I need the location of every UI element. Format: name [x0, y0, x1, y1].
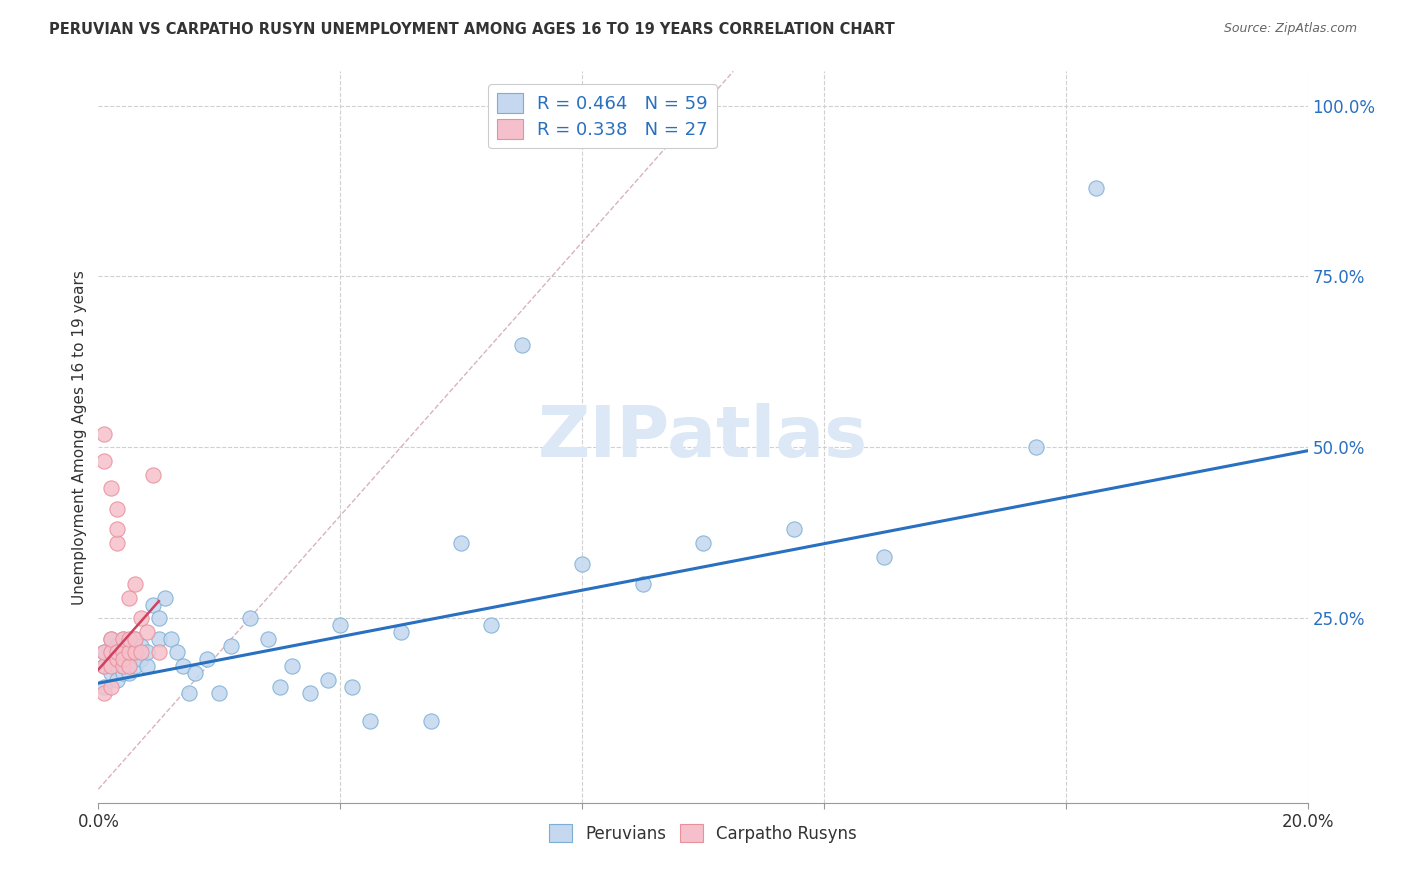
Point — [692, 536, 714, 550]
Point — [111, 665, 134, 680]
Point — [111, 645, 134, 659]
Point — [93, 645, 115, 659]
Point — [118, 645, 141, 659]
Point — [148, 611, 170, 625]
Point — [111, 632, 134, 646]
Point — [118, 591, 141, 605]
Point — [135, 659, 157, 673]
Point — [129, 645, 152, 659]
Point — [153, 591, 176, 605]
Point — [360, 714, 382, 728]
Point — [1024, 440, 1046, 454]
Point — [148, 632, 170, 646]
Point — [93, 686, 115, 700]
Point — [256, 632, 278, 646]
Point — [111, 652, 134, 666]
Point — [93, 680, 115, 694]
Point — [93, 454, 115, 468]
Point — [111, 659, 134, 673]
Point — [420, 714, 443, 728]
Point — [124, 645, 146, 659]
Point — [124, 577, 146, 591]
Point — [105, 659, 128, 673]
Point — [299, 686, 322, 700]
Point — [100, 665, 122, 680]
Point — [142, 467, 165, 482]
Point — [105, 536, 128, 550]
Point — [172, 659, 194, 673]
Point — [631, 577, 654, 591]
Point — [100, 481, 122, 495]
Point — [93, 659, 115, 673]
Point — [124, 632, 146, 646]
Point — [100, 645, 122, 659]
Point — [571, 557, 593, 571]
Point — [208, 686, 231, 700]
Point — [160, 632, 183, 646]
Point — [111, 659, 134, 673]
Point — [111, 632, 134, 646]
Point — [93, 659, 115, 673]
Point — [105, 673, 128, 687]
Y-axis label: Unemployment Among Ages 16 to 19 years: Unemployment Among Ages 16 to 19 years — [72, 269, 87, 605]
Point — [105, 639, 128, 653]
Point — [118, 639, 141, 653]
Text: PERUVIAN VS CARPATHO RUSYN UNEMPLOYMENT AMONG AGES 16 TO 19 YEARS CORRELATION CH: PERUVIAN VS CARPATHO RUSYN UNEMPLOYMENT … — [49, 22, 896, 37]
Point — [118, 659, 141, 673]
Point — [105, 645, 128, 659]
Point — [239, 611, 262, 625]
Point — [129, 639, 152, 653]
Point — [1085, 180, 1108, 194]
Point — [100, 632, 122, 646]
Point — [148, 645, 170, 659]
Point — [184, 665, 207, 680]
Point — [129, 611, 152, 625]
Point — [342, 680, 364, 694]
Point — [316, 673, 339, 687]
Point — [166, 645, 188, 659]
Point — [93, 645, 115, 659]
Point — [450, 536, 472, 550]
Point — [135, 624, 157, 639]
Point — [105, 652, 128, 666]
Text: Source: ZipAtlas.com: Source: ZipAtlas.com — [1223, 22, 1357, 36]
Text: ZIPatlas: ZIPatlas — [538, 402, 868, 472]
Point — [124, 645, 146, 659]
Point — [118, 652, 141, 666]
Point — [221, 639, 243, 653]
Point — [111, 645, 134, 659]
Point — [510, 338, 533, 352]
Point — [481, 618, 503, 632]
Point — [329, 618, 352, 632]
Point — [783, 522, 806, 536]
Point — [129, 652, 152, 666]
Point — [100, 652, 122, 666]
Point — [105, 501, 128, 516]
Point — [118, 645, 141, 659]
Point — [118, 665, 141, 680]
Legend: Peruvians, Carpatho Rusyns: Peruvians, Carpatho Rusyns — [543, 817, 863, 849]
Point — [124, 659, 146, 673]
Point — [142, 598, 165, 612]
Point — [100, 645, 122, 659]
Point — [179, 686, 201, 700]
Point — [118, 632, 141, 646]
Point — [269, 680, 291, 694]
Point — [281, 659, 304, 673]
Point — [93, 426, 115, 441]
Point — [100, 659, 122, 673]
Point — [873, 549, 896, 564]
Point — [100, 632, 122, 646]
Point — [124, 632, 146, 646]
Point — [195, 652, 218, 666]
Point — [105, 652, 128, 666]
Point — [135, 645, 157, 659]
Point — [100, 680, 122, 694]
Point — [105, 522, 128, 536]
Point — [389, 624, 412, 639]
